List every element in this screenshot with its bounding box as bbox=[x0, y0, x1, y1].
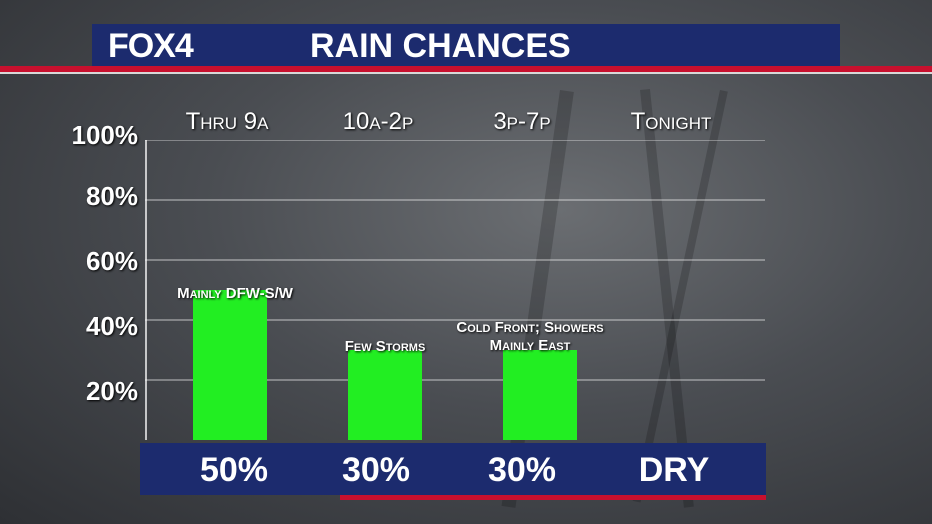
value-label: 30% bbox=[487, 451, 557, 489]
bar-annotation: Few Storms bbox=[344, 338, 426, 355]
category-label: Thru 9a bbox=[185, 108, 269, 135]
y-tick-label: 60% bbox=[85, 246, 138, 276]
header-white-stripe bbox=[0, 72, 932, 74]
bar bbox=[193, 290, 267, 440]
value-bar-red-stripe bbox=[340, 495, 766, 500]
bar bbox=[503, 350, 577, 440]
bar-annotation: Mainly DFW-S/W bbox=[177, 285, 293, 302]
header-red-stripe bbox=[0, 66, 932, 72]
value-bar bbox=[140, 443, 766, 495]
y-tick-label: 80% bbox=[85, 181, 138, 211]
fox4-logo: FOX4 bbox=[108, 27, 194, 65]
category-label: 10a-2p bbox=[342, 108, 414, 135]
bar bbox=[348, 350, 422, 440]
category-label: Tonight bbox=[630, 108, 712, 135]
y-tick-label: 40% bbox=[85, 311, 138, 341]
bar-annotation: Cold Front; Showers Mainly East bbox=[456, 319, 604, 354]
y-tick-label: 100% bbox=[71, 120, 139, 150]
category-label: 3p-7p bbox=[493, 108, 551, 135]
y-tick-label: 20% bbox=[85, 376, 138, 406]
value-label: 30% bbox=[341, 451, 411, 489]
page-title: RAIN CHANCES bbox=[310, 27, 571, 65]
value-label: DRY bbox=[638, 451, 710, 489]
value-label: 50% bbox=[199, 451, 269, 489]
rain-chance-chart bbox=[145, 140, 765, 440]
